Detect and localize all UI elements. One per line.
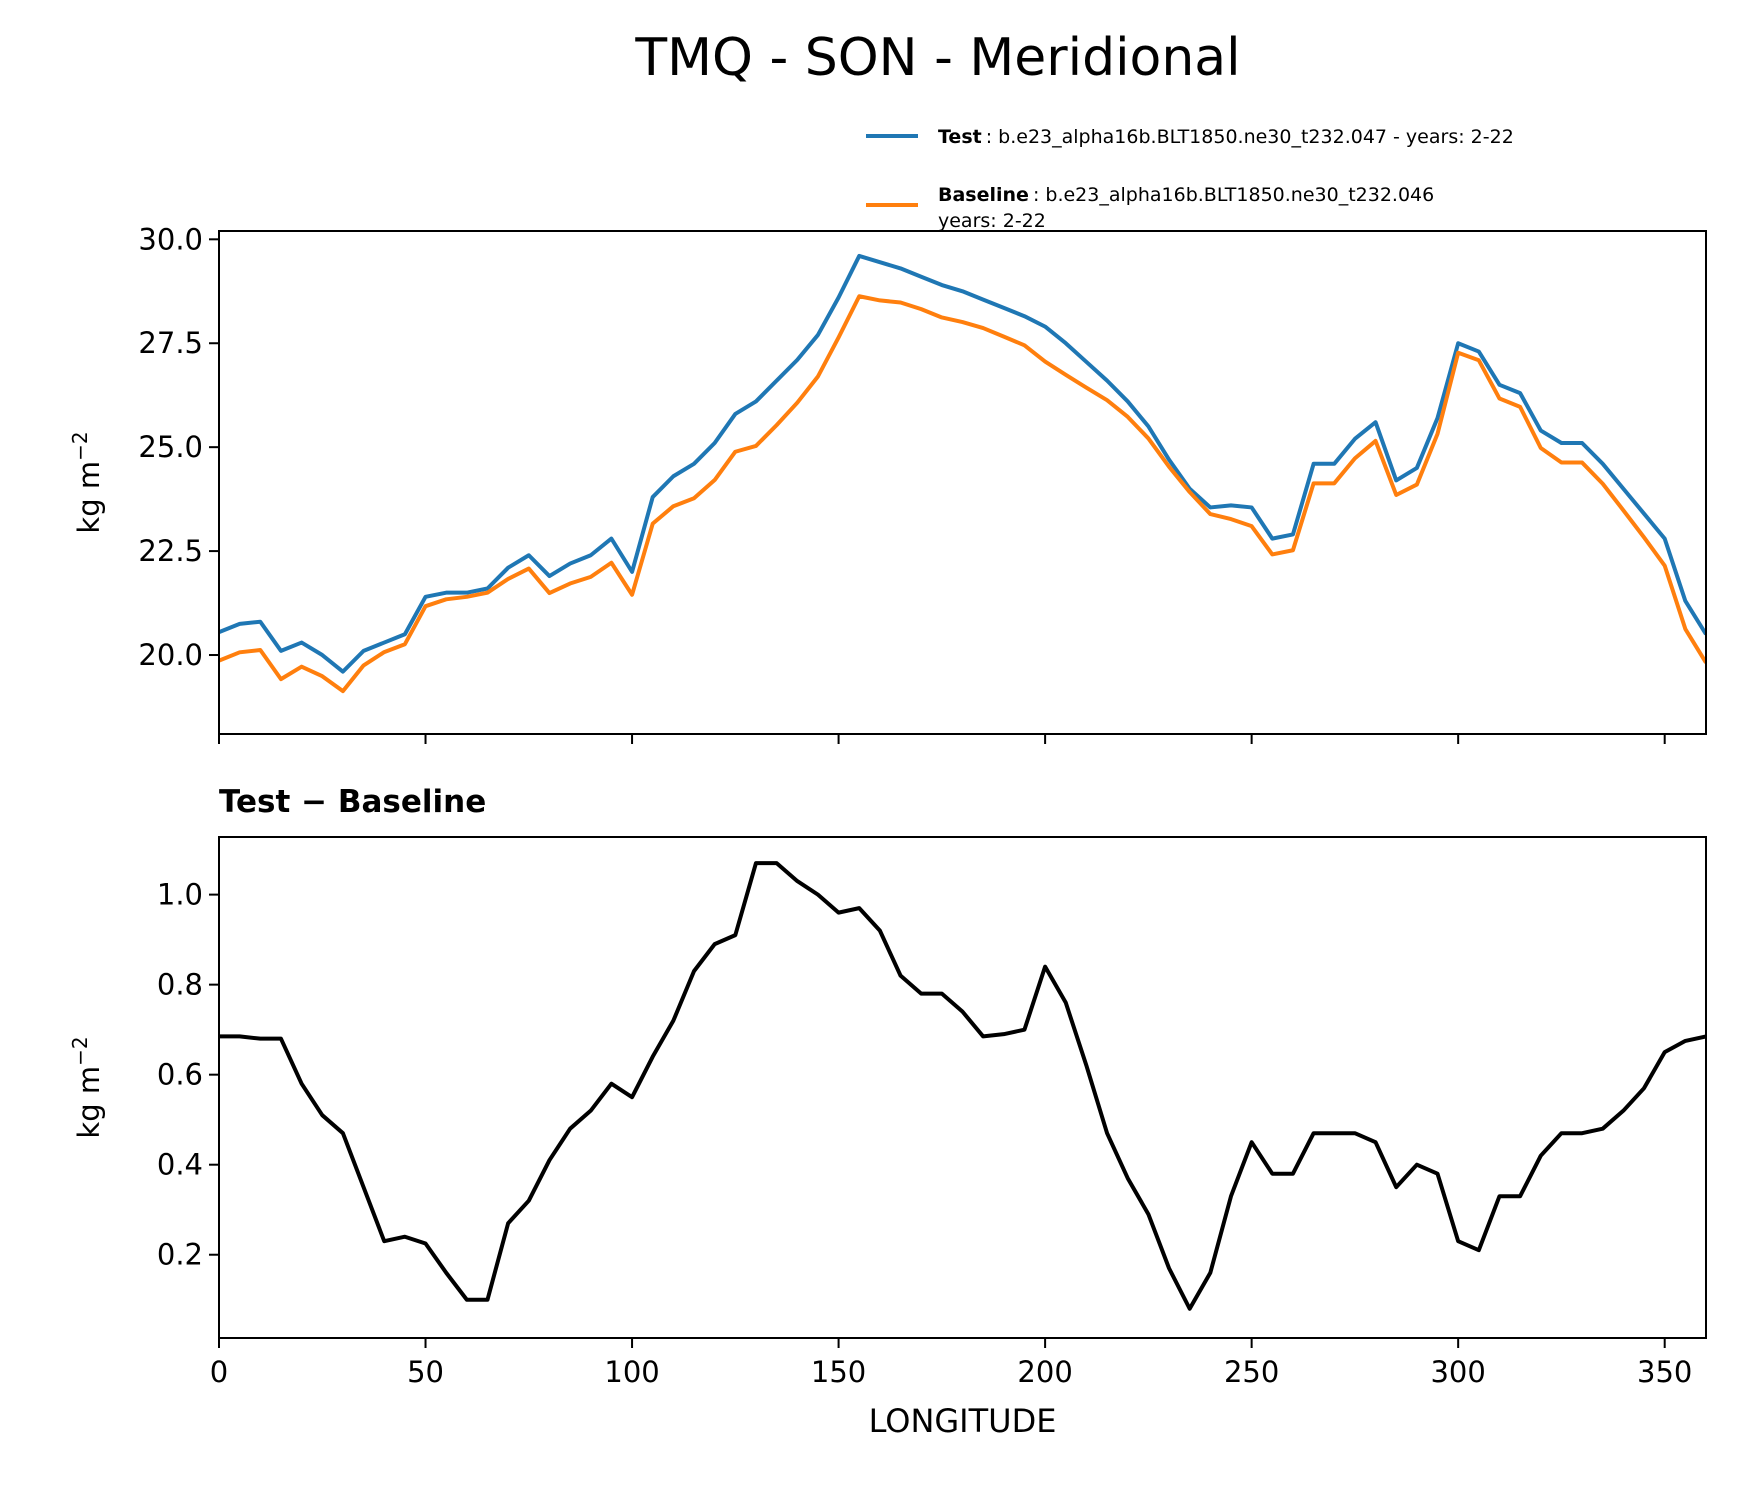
y-tick-label: 0.4 [157,1148,203,1182]
y-tick-label: 30.0 [138,222,203,256]
y-axis-label-sup: −2 [68,1036,92,1065]
legend-text: : b.e23_alpha16b.BLT1850.ne30_t232.046 [1033,184,1434,206]
y-axis-label-base: kg m [72,461,106,534]
legend-label: Baseline: b.e23_alpha16b.BLT1850.ne30_t2… [938,184,1434,206]
x-tick-label: 350 [1637,1355,1692,1389]
legend-name: Test [938,126,982,148]
x-tick-label: 250 [1224,1355,1279,1389]
series-line [219,253,1706,674]
x-axis-label: LONGITUDE [869,1402,1057,1440]
legend-text: years: 2-22 [938,210,1046,232]
subplot-title: Test − Baseline [219,784,486,820]
x-tick-label: 100 [604,1355,659,1389]
legend-label: Test: b.e23_alpha16b.BLT1850.ne30_t232.0… [938,126,1514,148]
legend: Test: b.e23_alpha16b.BLT1850.ne30_t232.0… [866,126,1514,232]
x-tick-label: 150 [811,1355,866,1389]
y-tick-label: 22.5 [138,534,203,568]
x-tick-label: 0 [210,1355,228,1389]
series-line [219,294,1706,694]
y-tick-label: 25.0 [138,430,203,464]
legend-name: Baseline [938,184,1029,206]
y-tick-label: 0.6 [157,1058,203,1092]
y-tick-label: 0.8 [157,968,203,1002]
y-axis-label-base: kg m [72,1066,106,1139]
figure-title: TMQ - SON - Meridional [634,28,1240,88]
series-line [219,861,1706,1311]
y-tick-label: 0.2 [157,1238,203,1272]
x-tick-label: 50 [407,1355,444,1389]
x-tick-label: 200 [1017,1355,1072,1389]
y-tick-label: 1.0 [157,878,203,912]
y-tick-label: 20.0 [138,638,203,672]
x-tick-label: 300 [1430,1355,1485,1389]
y-tick-label: 27.5 [138,326,203,360]
axes-frame [218,836,1707,1339]
y-axis-label: kg m−2 [68,1036,106,1138]
axes-frame [218,230,1707,735]
plot-area: 0.2 0.4 0.6 0.8 1.0 0 50 100 150 200 250 300 350 kg m… [68,784,1707,1440]
y-axis-label: kg m−2 [68,431,106,533]
y-axis-label-sup: −2 [68,431,92,460]
legend-text: : b.e23_alpha16b.BLT1850.ne30_t232.047 -… [986,126,1514,148]
plot-area: 20.0 22.5 25.0 27.5 30.0 kg m−2 [68,222,1707,744]
